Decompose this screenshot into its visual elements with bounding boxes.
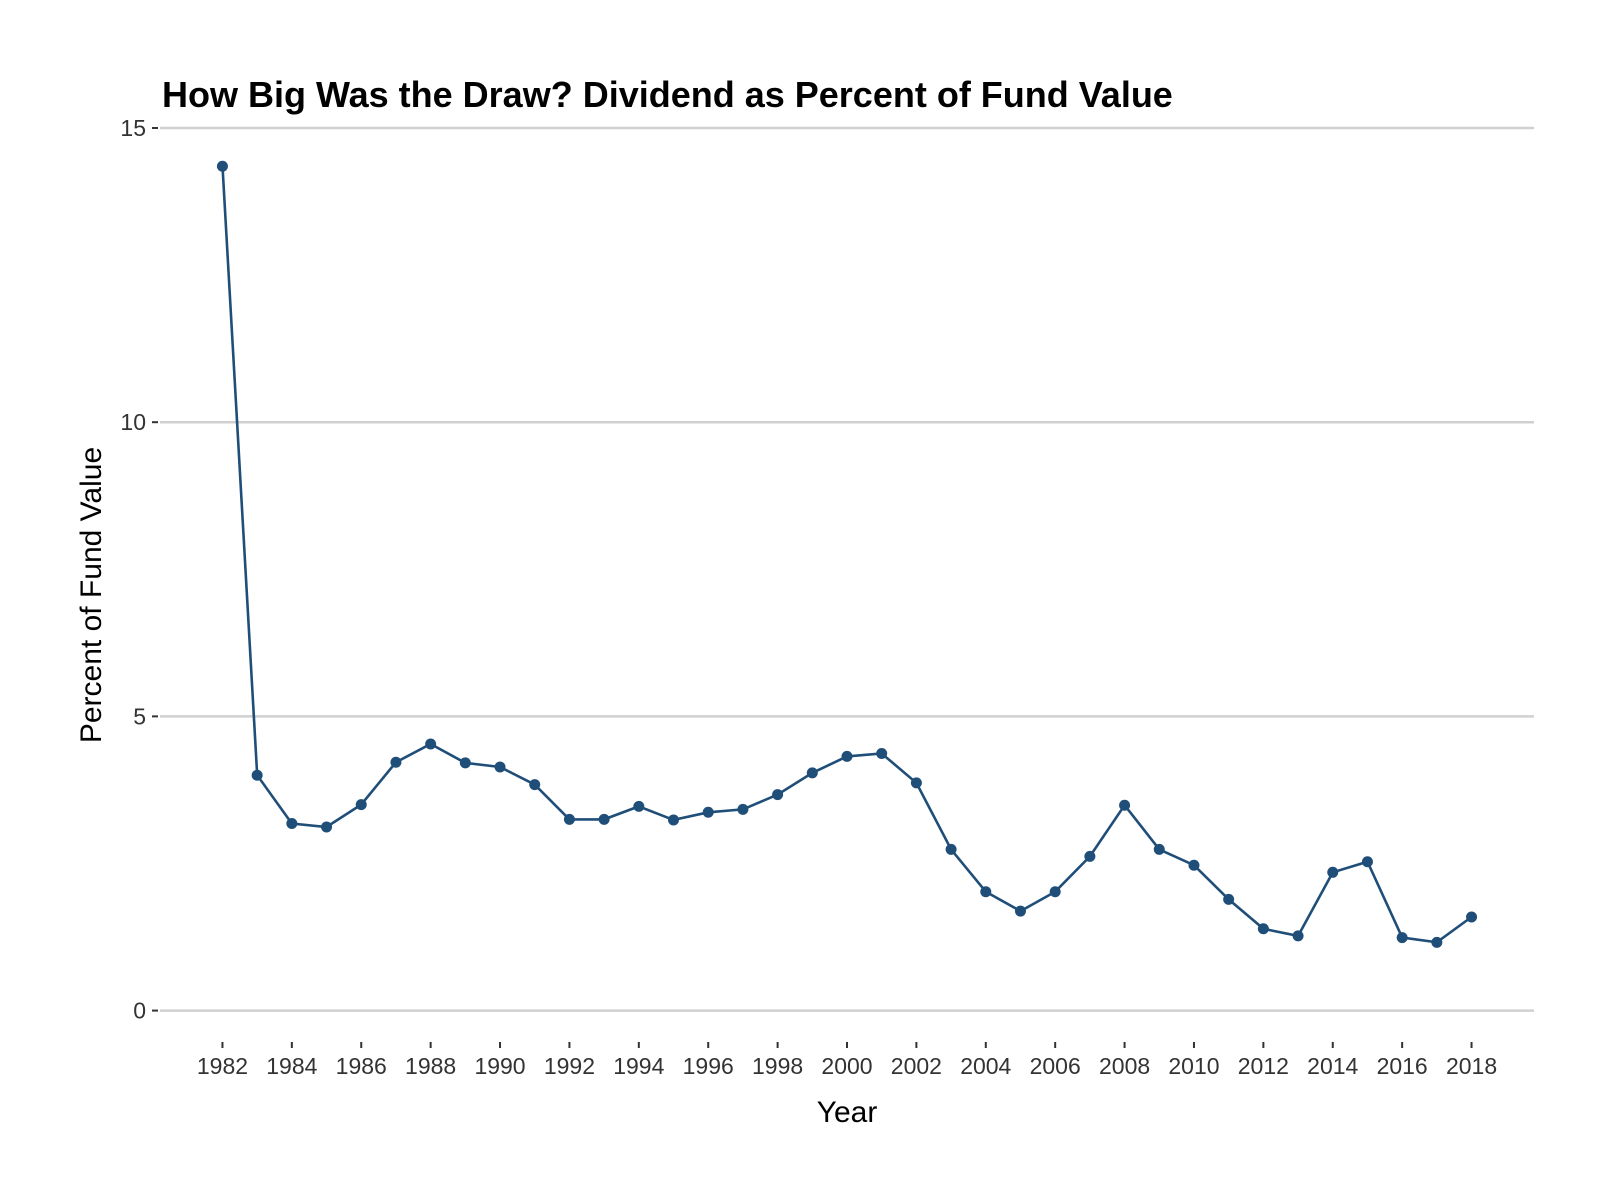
x-tick-label-2012: 2012 [1238,1053,1289,1079]
data-point-2015 [1361,856,1373,868]
data-point-2016 [1396,932,1408,944]
data-point-2001 [876,747,888,759]
y-tick-label-0: 0 [133,998,146,1024]
data-point-1997 [737,803,749,815]
data-point-1999 [806,767,818,779]
data-point-1996 [702,806,714,818]
data-point-2014 [1327,866,1339,878]
data-point-1998 [772,789,784,801]
x-tick-label-2006: 2006 [1030,1053,1081,1079]
y-axis: 0 5 10 15 [120,115,158,1024]
data-point-2010 [1188,859,1200,871]
data-point-2000 [841,750,853,762]
data-point-1983 [251,769,263,781]
data-point-1995 [668,814,680,826]
x-tick-label-1990: 1990 [474,1053,525,1079]
data-point-2005 [1014,905,1026,917]
x-tick-label-1984: 1984 [266,1053,317,1079]
data-point-1987 [390,756,402,768]
x-tick-label-1982: 1982 [197,1053,248,1079]
data-point-1984 [286,817,298,829]
data-point-1992 [563,813,575,825]
y-tick-label-5: 5 [133,703,146,729]
x-tick-label-2002: 2002 [891,1053,942,1079]
series-line [221,166,1473,944]
data-point-1986 [355,799,367,811]
x-tick-label-1998: 1998 [752,1053,803,1079]
data-point-1990 [494,761,506,773]
data-point-2011 [1223,893,1235,905]
x-tick-label-2000: 2000 [821,1053,872,1079]
data-point-2012 [1257,923,1269,935]
x-axis: 1982 1984 1986 1988 1990 1992 1994 1996 1998 2000… [197,1042,1497,1079]
plot-area [216,160,1478,948]
data-point-2007 [1084,850,1096,862]
chart-title: How Big Was the Draw? Dividend as Percen… [162,74,1173,115]
data-point-2004 [980,886,992,898]
x-tick-label-1988: 1988 [405,1053,456,1079]
x-tick-label-2010: 2010 [1168,1053,1219,1079]
y-tick-label-10: 10 [120,409,146,435]
data-point-1993 [598,813,610,825]
data-point-2018 [1466,911,1478,923]
y-tick-label-15: 15 [120,115,146,141]
x-tick-label-2014: 2014 [1307,1053,1358,1079]
x-tick-label-2004: 2004 [960,1053,1011,1079]
x-tick-label-1994: 1994 [613,1053,664,1079]
data-point-2017 [1431,936,1443,948]
x-tick-label-2008: 2008 [1099,1053,1150,1079]
data-point-2008 [1119,799,1131,811]
data-point-1988 [425,738,437,750]
gridlines [160,126,1534,1012]
data-point-1991 [529,779,541,791]
x-tick-label-2018: 2018 [1446,1053,1497,1079]
x-tick-label-1986: 1986 [336,1053,387,1079]
data-point-1985 [321,821,333,833]
data-point-2003 [945,843,957,855]
y-axis-title: Percent of Fund Value [75,447,108,743]
data-point-1994 [633,800,645,812]
x-tick-label-1996: 1996 [683,1053,734,1079]
data-point-1989 [459,757,471,769]
data-point-2002 [910,777,922,789]
x-tick-label-1992: 1992 [544,1053,595,1079]
x-axis-title: Year [817,1096,878,1129]
data-point-1982 [216,160,228,172]
data-point-2013 [1292,930,1304,942]
data-point-2006 [1049,886,1061,898]
x-tick-label-2016: 2016 [1377,1053,1428,1079]
data-point-2009 [1153,843,1165,855]
